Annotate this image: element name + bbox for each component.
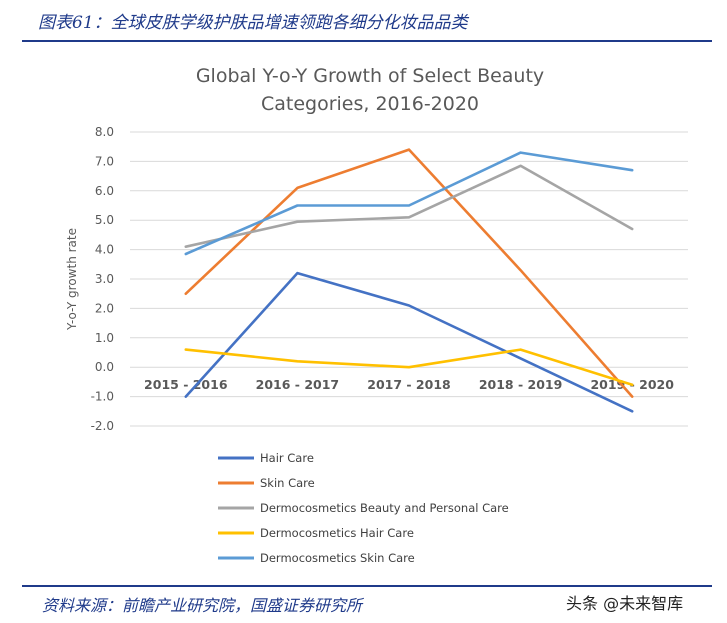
- y-tick-label: 5.0: [95, 213, 114, 227]
- y-tick-label: 2.0: [95, 301, 114, 315]
- legend-label: Dermocosmetics Skin Care: [260, 551, 415, 565]
- y-tick-label: 8.0: [95, 125, 114, 139]
- legend-label: Skin Care: [260, 476, 315, 490]
- figure-header: 图表61：全球皮肤学级护肤品增速领跑各细分化妆品品类: [0, 0, 727, 44]
- legend-label: Dermocosmetics Hair Care: [260, 526, 414, 540]
- y-tick-label: -2.0: [91, 419, 114, 433]
- x-category-label: 2017 - 2018: [367, 377, 450, 392]
- figure-caption: 图表61：全球皮肤学级护肤品增速领跑各细分化妆品品类: [38, 13, 468, 33]
- y-tick-label: 1.0: [95, 331, 114, 345]
- series-line-skin-care: [184, 148, 634, 398]
- x-category-label: 2016 - 2017: [256, 377, 339, 392]
- y-tick-label: 0.0: [95, 360, 114, 374]
- series-line-hair-care: [184, 271, 634, 413]
- legend-label: Dermocosmetics Beauty and Personal Care: [260, 501, 509, 515]
- y-tick-label: -1.0: [91, 390, 114, 404]
- x-category-label: 2018 - 2019: [479, 377, 562, 392]
- legend-label: Hair Care: [260, 451, 314, 465]
- y-axis-title: Y-o-Y growth rate: [65, 228, 79, 331]
- y-tick-label: 6.0: [95, 184, 114, 198]
- y-tick-label: 3.0: [95, 272, 114, 286]
- y-tick-label: 4.0: [95, 243, 114, 257]
- watermark-text: 头条 @未来智库: [566, 594, 684, 613]
- line-chart: Global Y-o-Y Growth of Select Beauty Cate…: [65, 65, 688, 565]
- series-line-dermocosmetics-skin-care: [184, 151, 634, 256]
- bottom-rule: [22, 585, 712, 587]
- series-line-dermocosmetics-hair-care: [184, 348, 634, 387]
- series-line-dermocosmetics-beauty-and-personal-care: [184, 164, 634, 248]
- top-rule: [22, 40, 712, 42]
- x-category-label: 2015 - 2016: [144, 377, 228, 392]
- y-tick-label: 7.0: [95, 154, 114, 168]
- chart-title-line: Global Y-o-Y Growth of Select Beauty: [196, 65, 544, 87]
- figure-source: 资料来源：前瞻产业研究院，国盛证券研究所: [42, 596, 363, 615]
- chart-title-line: Categories, 2016-2020: [261, 93, 479, 115]
